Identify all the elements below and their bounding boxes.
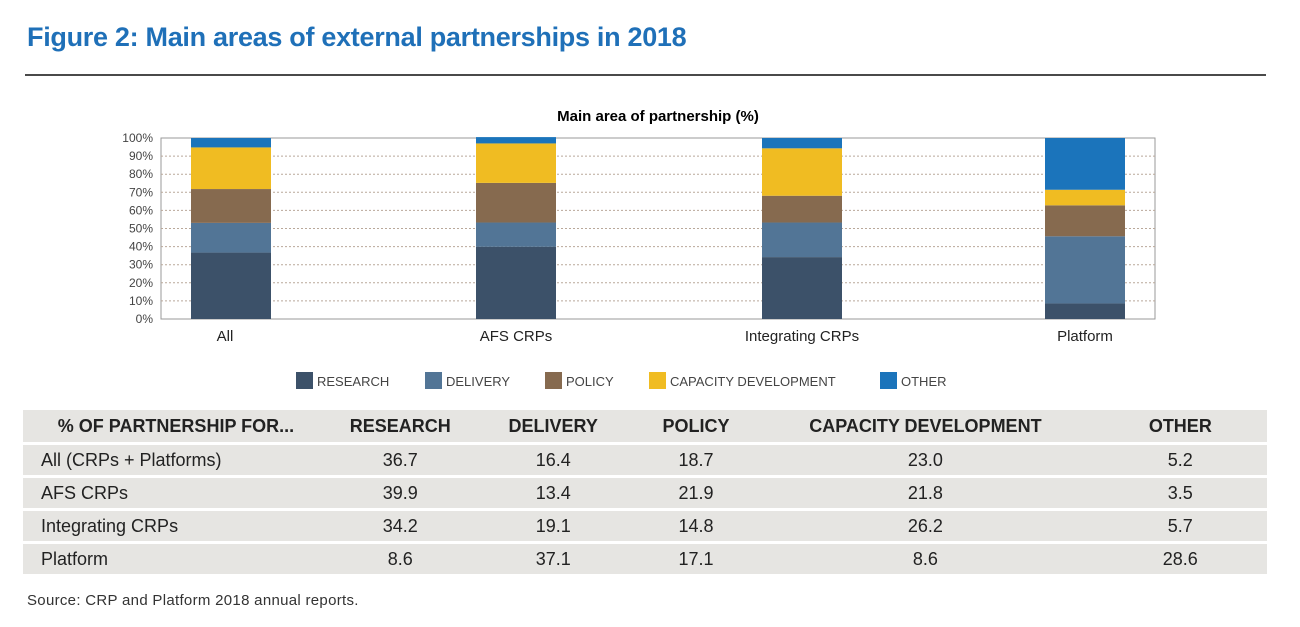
bar-segment-capacity-development [762, 148, 842, 196]
x-category-label: AFS CRPs [480, 328, 553, 345]
legend-swatch [545, 372, 562, 389]
table-cell: 21.9 [634, 478, 758, 508]
table-row: Integrating CRPs 34.2 19.1 14.8 26.2 5.7 [23, 511, 1267, 541]
table-cell: 19.1 [471, 511, 635, 541]
table-cell: 28.6 [1093, 544, 1267, 574]
legend-swatch [296, 372, 313, 389]
bar-segment-other [1045, 138, 1125, 190]
legend-item: POLICY [545, 372, 614, 389]
table-row: All (CRPs + Platforms) 36.7 16.4 18.7 23.0 5.… [23, 445, 1267, 475]
y-tick-label: 50% [129, 222, 153, 236]
legend-label: POLICY [566, 374, 614, 389]
bar-segment-other [476, 137, 556, 144]
row-label: All (CRPs + Platforms) [23, 445, 329, 475]
bar-segment-policy [476, 182, 556, 223]
bar-segment-delivery [191, 222, 271, 253]
bar-segment-research [1045, 303, 1125, 319]
table-cell: 17.1 [634, 544, 758, 574]
legend-item: OTHER [880, 372, 947, 389]
table-header-row: % OF PARTNERSHIP FOR... RESEARCH DELIVERY P… [23, 410, 1267, 442]
table-row: AFS CRPs 39.9 13.4 21.9 21.8 3.5 [23, 478, 1267, 508]
bar-segment-policy [762, 195, 842, 223]
legend-swatch [880, 372, 897, 389]
column-header: % OF PARTNERSHIP FOR... [23, 410, 329, 442]
legend-label: RESEARCH [317, 374, 389, 389]
table-cell: 5.2 [1093, 445, 1267, 475]
title-divider [25, 74, 1266, 76]
y-tick-label: 60% [129, 203, 153, 217]
bar-segment-research [762, 257, 842, 319]
legend-swatch [425, 372, 442, 389]
bar-segment-delivery [762, 222, 842, 258]
y-tick-label: 40% [129, 240, 153, 254]
y-tick-label: 80% [129, 167, 153, 181]
bar-segment-policy [191, 189, 271, 223]
table-cell: 26.2 [757, 511, 1094, 541]
legend-item: CAPACITY DEVELOPMENT [649, 372, 836, 389]
table-cell: 13.4 [471, 478, 635, 508]
bar-segment-delivery [1045, 236, 1125, 304]
column-header: DELIVERY [471, 410, 635, 442]
row-label: AFS CRPs [23, 478, 329, 508]
row-label: Integrating CRPs [23, 511, 329, 541]
table-cell: 37.1 [471, 544, 635, 574]
legend-item: RESEARCH [296, 372, 389, 389]
stacked-bar-chart: Main area of partnership (%) 0% 10% 20% 30%… [122, 108, 1156, 389]
table-cell: 21.8 [757, 478, 1094, 508]
bar-segment-capacity-development [1045, 189, 1125, 206]
table-cell: 36.7 [328, 445, 472, 475]
column-header: RESEARCH [328, 410, 472, 442]
table-cell: 16.4 [471, 445, 635, 475]
table-cell: 3.5 [1093, 478, 1267, 508]
x-category-label: Platform [1057, 328, 1113, 345]
chart-title: Main area of partnership (%) [557, 108, 759, 125]
y-tick-label: 90% [129, 149, 153, 163]
legend-swatch [649, 372, 666, 389]
y-tick-label: 30% [129, 258, 153, 272]
bar-segment-delivery [476, 222, 556, 247]
bar-segment-capacity-development [476, 143, 556, 183]
source-note: Source: CRP and Platform 2018 annual rep… [27, 592, 359, 609]
bar-segment-other [762, 138, 842, 149]
legend-label: DELIVERY [446, 374, 510, 389]
legend-item: DELIVERY [425, 372, 510, 389]
figure-title: Figure 2: Main areas of external partner… [27, 22, 687, 52]
x-category-label: Integrating CRPs [745, 328, 859, 345]
y-tick-label: 70% [129, 185, 153, 199]
table-cell: 39.9 [328, 478, 472, 508]
legend-label: OTHER [901, 374, 947, 389]
y-tick-label: 0% [136, 312, 154, 326]
column-header: CAPACITY DEVELOPMENT [757, 410, 1094, 442]
y-tick-label: 100% [122, 131, 153, 145]
column-header: OTHER [1093, 410, 1267, 442]
partnership-table: % OF PARTNERSHIP FOR... RESEARCH DELIVERY P… [23, 407, 1267, 577]
bar-segment-research [191, 252, 271, 319]
legend-label: CAPACITY DEVELOPMENT [670, 374, 836, 389]
bar-segment-other [191, 138, 271, 148]
table-cell: 18.7 [634, 445, 758, 475]
bar-segment-policy [1045, 205, 1125, 237]
y-tick-label: 10% [129, 294, 153, 308]
table-cell: 8.6 [328, 544, 472, 574]
table-cell: 5.7 [1093, 511, 1267, 541]
table-cell: 8.6 [757, 544, 1094, 574]
row-label: Platform [23, 544, 329, 574]
table-cell: 14.8 [634, 511, 758, 541]
bar-segment-research [476, 246, 556, 319]
y-tick-label: 20% [129, 276, 153, 290]
table-row: Platform 8.6 37.1 17.1 8.6 28.6 [23, 544, 1267, 574]
x-category-label: All [217, 328, 234, 345]
bar-segment-capacity-development [191, 147, 271, 190]
table-cell: 34.2 [328, 511, 472, 541]
column-header: POLICY [634, 410, 758, 442]
table-cell: 23.0 [757, 445, 1094, 475]
